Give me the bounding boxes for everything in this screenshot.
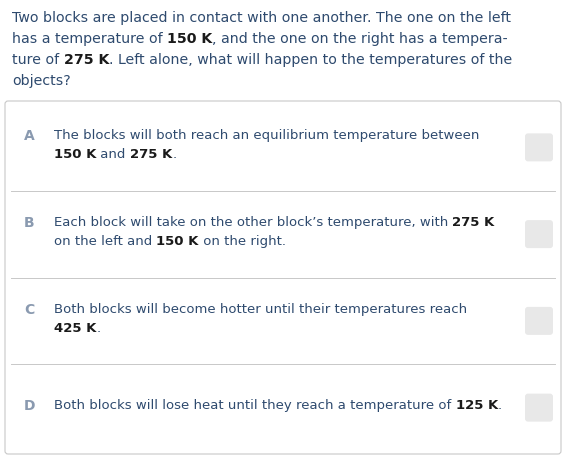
Text: on the left and: on the left and bbox=[54, 235, 156, 247]
Text: objects?: objects? bbox=[12, 74, 71, 88]
Text: ture of: ture of bbox=[12, 53, 63, 67]
Text: 275 K: 275 K bbox=[63, 53, 109, 67]
Text: 125 K: 125 K bbox=[456, 398, 498, 411]
Text: 275 K: 275 K bbox=[452, 216, 494, 229]
Text: .: . bbox=[498, 398, 502, 411]
Text: Both blocks will become hotter until their temperatures reach: Both blocks will become hotter until the… bbox=[54, 302, 467, 315]
FancyBboxPatch shape bbox=[525, 134, 553, 162]
Text: 425 K: 425 K bbox=[54, 321, 96, 334]
Text: , and the one on the right has a tempera-: , and the one on the right has a tempera… bbox=[212, 32, 508, 46]
FancyBboxPatch shape bbox=[5, 102, 561, 454]
FancyBboxPatch shape bbox=[525, 394, 553, 422]
FancyBboxPatch shape bbox=[525, 307, 553, 335]
Text: C: C bbox=[24, 302, 34, 316]
Text: has a temperature of: has a temperature of bbox=[12, 32, 167, 46]
Text: The blocks will both reach an equilibrium temperature between: The blocks will both reach an equilibriu… bbox=[54, 129, 480, 142]
Text: 150 K: 150 K bbox=[54, 148, 96, 161]
Text: Two blocks are placed in contact with one another. The one on the left: Two blocks are placed in contact with on… bbox=[12, 11, 511, 25]
Text: B: B bbox=[24, 216, 35, 230]
Text: 275 K: 275 K bbox=[130, 148, 172, 161]
Text: D: D bbox=[24, 398, 35, 412]
Text: .: . bbox=[172, 148, 176, 161]
Text: 150 K: 150 K bbox=[167, 32, 212, 46]
Text: 150 K: 150 K bbox=[156, 235, 199, 247]
Text: on the right.: on the right. bbox=[199, 235, 286, 247]
Text: A: A bbox=[24, 129, 35, 143]
Text: Each block will take on the other block’s temperature, with: Each block will take on the other block’… bbox=[54, 216, 452, 229]
Text: . Left alone, what will happen to the temperatures of the: . Left alone, what will happen to the te… bbox=[109, 53, 512, 67]
Text: Both blocks will lose heat until they reach a temperature of: Both blocks will lose heat until they re… bbox=[54, 398, 456, 411]
Text: .: . bbox=[96, 321, 100, 334]
Text: and: and bbox=[96, 148, 130, 161]
FancyBboxPatch shape bbox=[525, 221, 553, 249]
